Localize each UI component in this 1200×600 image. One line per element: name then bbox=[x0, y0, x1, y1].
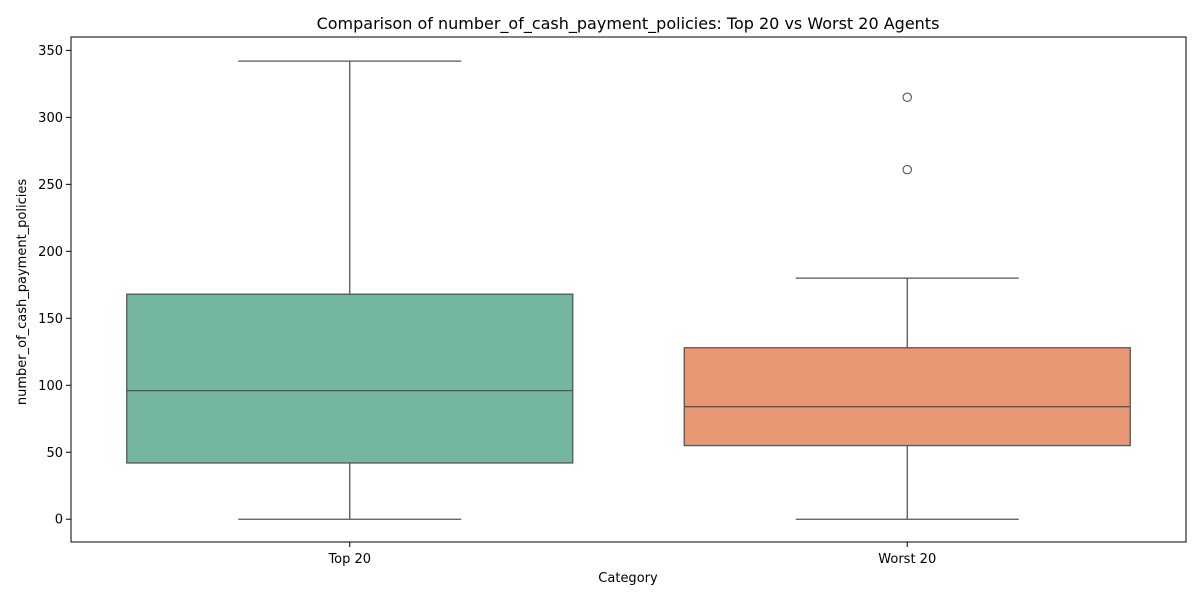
chart-title: Comparison of number_of_cash_payment_pol… bbox=[317, 14, 940, 34]
y-axis-title: number_of_cash_payment_policies bbox=[15, 179, 30, 405]
y-tick-label: 100 bbox=[38, 379, 63, 394]
outlier-point bbox=[902, 92, 912, 103]
plot-area bbox=[70, 36, 1187, 543]
y-tick-label: 150 bbox=[38, 312, 63, 327]
y-tick-label: 0 bbox=[55, 513, 63, 528]
x-tick-label: Worst 20 bbox=[878, 552, 936, 567]
y-tick-label: 50 bbox=[46, 446, 63, 461]
outlier-point bbox=[902, 164, 912, 175]
y-tick-label: 200 bbox=[38, 245, 63, 260]
y-tick-label: 250 bbox=[38, 178, 63, 193]
y-axis: 0 50 100 150 200 250 300 350 bbox=[38, 44, 71, 528]
box-group-2 bbox=[683, 92, 1131, 520]
iqr-box bbox=[126, 293, 574, 464]
box-group-1 bbox=[126, 60, 574, 520]
y-tick-label: 300 bbox=[38, 111, 63, 126]
x-axis-title: Category bbox=[598, 571, 658, 586]
iqr-box bbox=[683, 347, 1131, 447]
y-tick-label: 350 bbox=[38, 44, 63, 59]
plot-frame bbox=[70, 36, 1187, 543]
x-tick-label: Top 20 bbox=[327, 552, 371, 567]
x-axis: Top 20 Worst 20 bbox=[327, 542, 936, 567]
